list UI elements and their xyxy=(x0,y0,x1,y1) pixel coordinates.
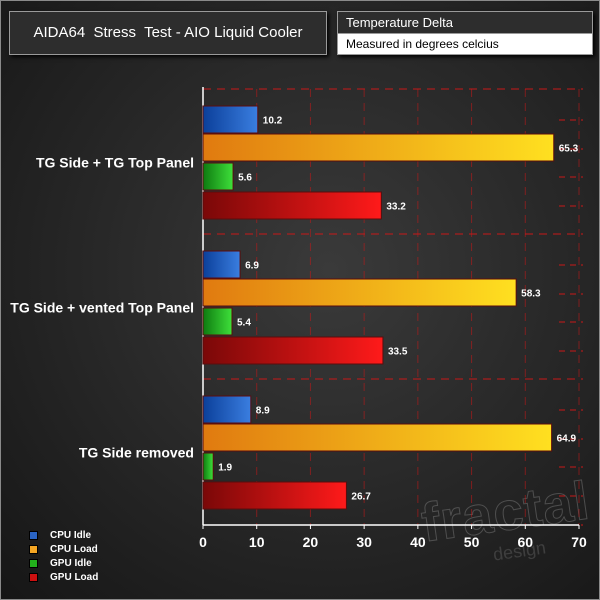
bar-gpu-load-tg-side-vented-top-panel xyxy=(202,336,384,365)
legend-label-gpu-idle: GPU Idle xyxy=(50,557,92,569)
data-label-cpu-idle-tg-side-tg-top-panel: 10.2 xyxy=(263,116,283,127)
x-tick-label-30: 30 xyxy=(356,534,372,550)
data-label-gpu-load-tg-side-vented-top-panel: 33.5 xyxy=(388,347,408,358)
legend-swatch-cpu-load xyxy=(29,544,38,554)
bar-cpu-idle-tg-side-vented-top-panel xyxy=(202,250,241,279)
x-tick-label-40: 40 xyxy=(410,534,426,550)
legend-label-cpu-load: CPU Load xyxy=(50,543,98,555)
data-label-cpu-load-tg-side-tg-top-panel: 65.3 xyxy=(559,144,579,155)
data-label-gpu-idle-tg-side-vented-top-panel: 5.4 xyxy=(237,318,251,329)
bar-cpu-idle-tg-side-tg-top-panel xyxy=(202,105,259,134)
x-tick-label-70: 70 xyxy=(571,534,587,550)
legend-label-cpu-idle: CPU Idle xyxy=(50,529,92,541)
info-subtitle: Measured in degrees celcius xyxy=(338,34,592,54)
legend-item-gpu-idle: GPU Idle xyxy=(29,556,98,570)
info-title: Temperature Delta xyxy=(338,12,592,34)
data-label-gpu-idle-tg-side-removed: 1.9 xyxy=(218,463,232,474)
legend-swatch-gpu-load xyxy=(29,572,38,582)
legend: CPU Idle CPU Load GPU Idle GPU Load xyxy=(29,528,98,584)
info-box: Temperature Delta Measured in degrees ce… xyxy=(337,11,593,55)
x-tick-label-60: 60 xyxy=(517,534,533,550)
x-tick-label-20: 20 xyxy=(303,534,319,550)
x-tick-label-50: 50 xyxy=(464,534,480,550)
bar-gpu-idle-tg-side-vented-top-panel xyxy=(202,307,233,336)
legend-swatch-gpu-idle xyxy=(29,558,38,568)
legend-item-gpu-load: GPU Load xyxy=(29,570,98,584)
data-label-cpu-load-tg-side-vented-top-panel: 58.3 xyxy=(521,289,541,300)
chart-title: AIDA64 Stress Test - AIO Liquid Cooler xyxy=(9,11,327,55)
data-label-cpu-idle-tg-side-vented-top-panel: 6.9 xyxy=(245,261,259,272)
data-label-cpu-idle-tg-side-removed: 8.9 xyxy=(256,406,270,417)
legend-item-cpu-idle: CPU Idle xyxy=(29,528,98,542)
category-label-tg-side-tg-top-panel: TG Side + TG Top Panel xyxy=(36,155,194,171)
data-label-gpu-idle-tg-side-tg-top-panel: 5.6 xyxy=(238,173,252,184)
bar-gpu-idle-tg-side-tg-top-panel xyxy=(202,162,234,191)
x-tick-label-10: 10 xyxy=(249,534,265,550)
bar-gpu-idle-tg-side-removed xyxy=(202,452,214,481)
legend-label-gpu-load: GPU Load xyxy=(50,571,99,583)
bar-gpu-load-tg-side-tg-top-panel xyxy=(202,191,382,220)
bar-cpu-load-tg-side-tg-top-panel xyxy=(202,133,555,162)
bar-cpu-load-tg-side-removed xyxy=(202,423,553,452)
category-label-tg-side-vented-top-panel: TG Side + vented Top Panel xyxy=(10,300,194,316)
legend-item-cpu-load: CPU Load xyxy=(29,542,98,556)
bar-cpu-idle-tg-side-removed xyxy=(202,395,252,424)
data-label-gpu-load-tg-side-removed: 26.7 xyxy=(351,492,371,503)
legend-swatch-cpu-idle xyxy=(29,530,38,540)
bar-cpu-load-tg-side-vented-top-panel xyxy=(202,278,517,307)
data-label-gpu-load-tg-side-tg-top-panel: 33.2 xyxy=(386,202,406,213)
bar-gpu-load-tg-side-removed xyxy=(202,481,347,510)
data-label-cpu-load-tg-side-removed: 64.9 xyxy=(557,434,577,445)
category-label-tg-side-removed: TG Side removed xyxy=(79,445,194,461)
x-tick-label-0: 0 xyxy=(199,534,207,550)
